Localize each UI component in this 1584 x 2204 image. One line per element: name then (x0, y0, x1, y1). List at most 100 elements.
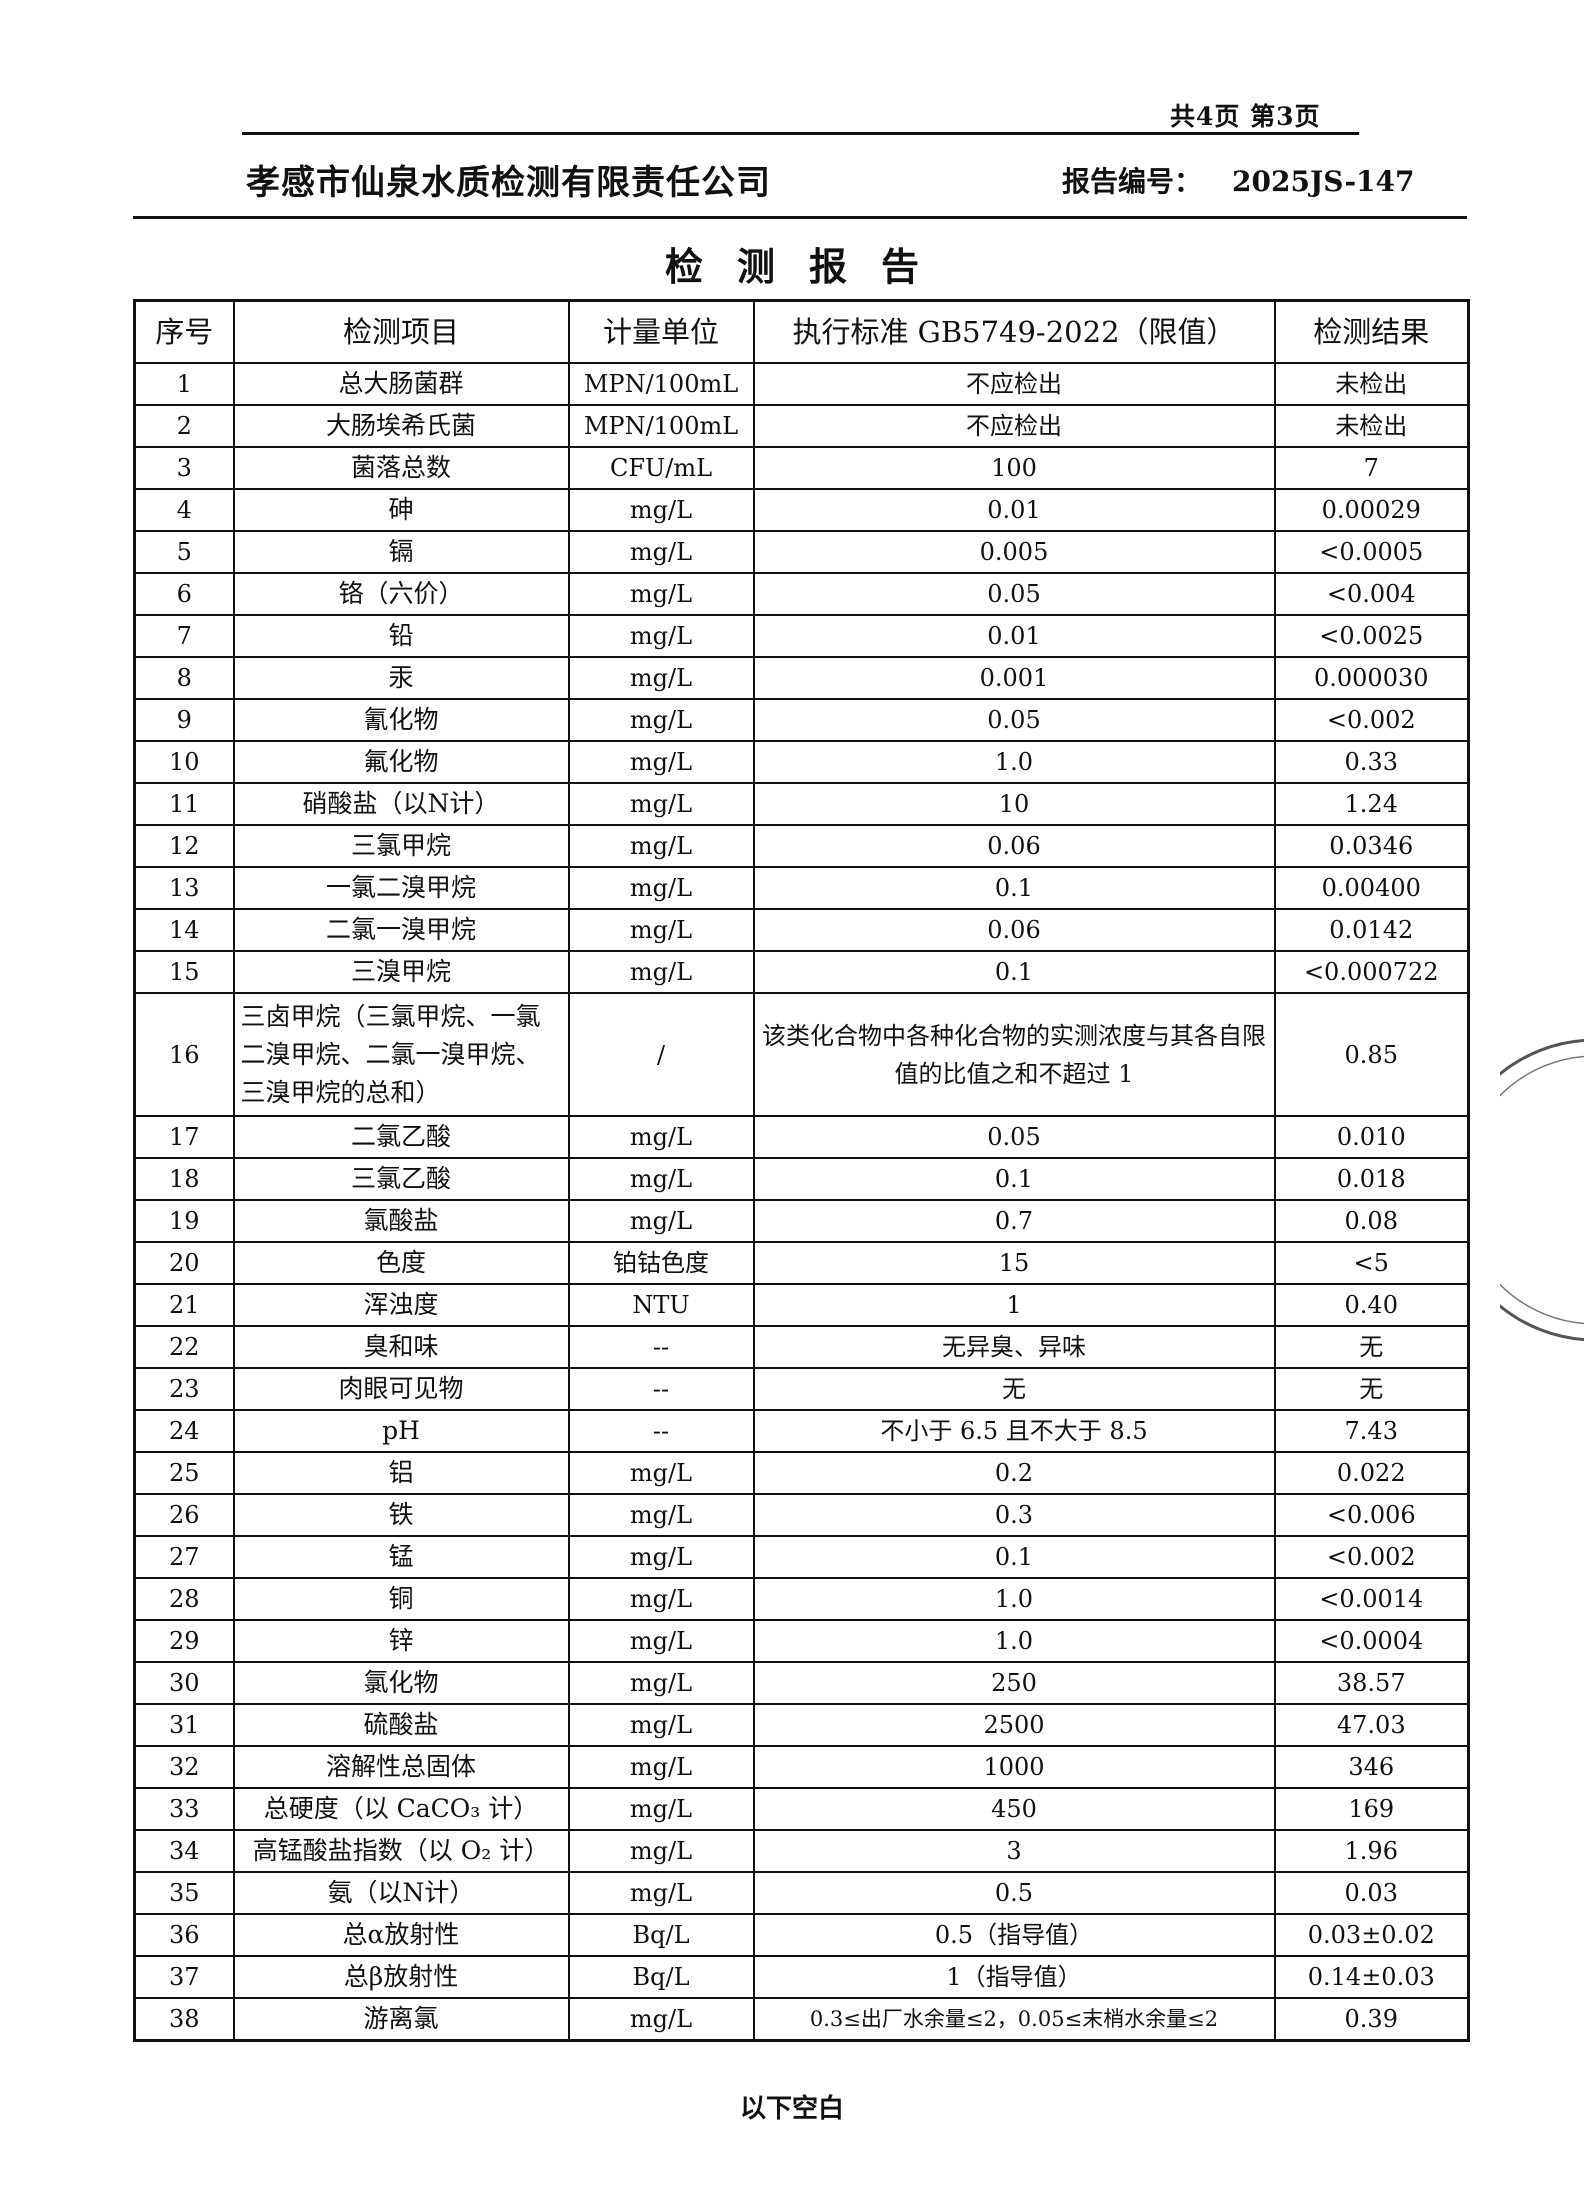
row-item: 浑浊度 (232, 1283, 570, 1327)
row-unit: mg/L (567, 698, 755, 742)
row-result: 1.24 (1273, 782, 1470, 826)
row-result: <0.0025 (1273, 614, 1470, 658)
row-item: 硝酸盐（以N计） (232, 782, 570, 826)
row-standard: 不应检出 (752, 404, 1276, 448)
row-result: 0.00400 (1273, 866, 1470, 910)
row-item: 总大肠菌群 (232, 362, 570, 406)
table-row: 5 镉 mg/L 0.005 <0.0005 (133, 530, 1470, 574)
company-seal (1500, 1038, 1584, 1342)
row-item: 三卤甲烷（三氯甲烷、一氯二溴甲烷、二氯一溴甲烷、三溴甲烷的总和） (232, 992, 570, 1117)
row-item: 铅 (232, 614, 570, 658)
row-index: 10 (133, 740, 235, 784)
row-unit: -- (567, 1367, 755, 1411)
header-rule-bottom (133, 216, 1467, 219)
row-index: 5 (133, 530, 235, 574)
row-standard: 0.06 (752, 824, 1276, 868)
table-row: 26 铁 mg/L 0.3 <0.006 (133, 1493, 1470, 1537)
row-result: 169 (1273, 1787, 1470, 1831)
row-unit: mg/L (567, 782, 755, 826)
row-index: 27 (133, 1535, 235, 1579)
header-rule-top (242, 132, 1359, 135)
row-unit: 铂钴色度 (567, 1241, 755, 1285)
row-result: 7 (1273, 446, 1470, 490)
row-result: 0.33 (1273, 740, 1470, 784)
row-item: 铬（六价） (232, 572, 570, 616)
table-row: 34 高锰酸盐指数（以 O₂ 计） mg/L 3 1.96 (133, 1829, 1470, 1873)
row-result: 0.00029 (1273, 488, 1470, 532)
table-row: 1 总大肠菌群 MPN/100mL 不应检出 未检出 (133, 362, 1470, 406)
row-item: 铝 (232, 1451, 570, 1495)
row-standard: 0.06 (752, 908, 1276, 952)
row-item: 氟化物 (232, 740, 570, 784)
row-unit: mg/L (567, 1661, 755, 1705)
table-row: 13 一氯二溴甲烷 mg/L 0.1 0.00400 (133, 866, 1470, 910)
row-item: 汞 (232, 656, 570, 700)
row-unit: mg/L (567, 530, 755, 574)
row-result: <0.0005 (1273, 530, 1470, 574)
row-unit: mg/L (567, 1829, 755, 1873)
row-standard: 1000 (752, 1745, 1276, 1789)
table-row: 38 游离氯 mg/L 0.3≤出厂水余量≤2，0.05≤末梢水余量≤2 0.39 (133, 1997, 1470, 2042)
row-result: 0.000030 (1273, 656, 1470, 700)
row-unit: Bq/L (567, 1913, 755, 1957)
table-row: 18 三氯乙酸 mg/L 0.1 0.018 (133, 1157, 1470, 1201)
row-standard: 0.5 (752, 1871, 1276, 1915)
row-index: 12 (133, 824, 235, 868)
table-row: 29 锌 mg/L 1.0 <0.0004 (133, 1619, 1470, 1663)
row-unit: NTU (567, 1283, 755, 1327)
row-index: 17 (133, 1115, 235, 1159)
row-standard: 0.2 (752, 1451, 1276, 1495)
row-standard: 无异臭、异味 (752, 1325, 1276, 1369)
row-result: 未检出 (1273, 362, 1470, 406)
table-row: 16 三卤甲烷（三氯甲烷、一氯二溴甲烷、二氯一溴甲烷、三溴甲烷的总和） / 该类化合物… (133, 992, 1470, 1117)
table-header: 序号 检测项目 计量单位 执行标准 GB5749-2022（限值） 检测结果 (133, 299, 1470, 364)
header-result: 检测结果 (1273, 299, 1470, 364)
header-unit: 计量单位 (567, 299, 755, 364)
table-row: 6 铬（六价） mg/L 0.05 <0.004 (133, 572, 1470, 616)
row-standard: 250 (752, 1661, 1276, 1705)
row-result: 0.010 (1273, 1115, 1470, 1159)
table-row: 37 总β放射性 Bq/L 1（指导值） 0.14±0.03 (133, 1955, 1470, 1999)
row-index: 30 (133, 1661, 235, 1705)
row-result: <5 (1273, 1241, 1470, 1285)
row-standard: 2500 (752, 1703, 1276, 1747)
row-index: 7 (133, 614, 235, 658)
table-row: 22 臭和味 -- 无异臭、异味无 (133, 1325, 1470, 1369)
row-standard: 0.5（指导值） (752, 1913, 1276, 1957)
page-number: 共4页 第3页 (1170, 102, 1321, 131)
row-standard: 0.05 (752, 1115, 1276, 1159)
row-index: 20 (133, 1241, 235, 1285)
row-unit: mg/L (567, 1199, 755, 1243)
row-index: 21 (133, 1283, 235, 1327)
row-standard: 1 (752, 1283, 1276, 1327)
row-unit: mg/L (567, 1703, 755, 1747)
row-standard: 0.3≤出厂水余量≤2，0.05≤末梢水余量≤2 (752, 1997, 1276, 2042)
row-result: <0.000722 (1273, 950, 1470, 994)
row-standard: 100 (752, 446, 1276, 490)
row-item: 硫酸盐 (232, 1703, 570, 1747)
table-row: 3 菌落总数 CFU/mL 100 7 (133, 446, 1470, 490)
row-unit: mg/L (567, 1451, 755, 1495)
row-item: 锰 (232, 1535, 570, 1579)
row-unit: mg/L (567, 1157, 755, 1201)
table-row: 33 总硬度（以 CaCO₃ 计） mg/L 450 169 (133, 1787, 1470, 1831)
row-unit: mg/L (567, 1787, 755, 1831)
table-row: 10 氟化物 mg/L 1.0 0.33 (133, 740, 1470, 784)
row-standard: 无 (752, 1367, 1276, 1411)
table-row: 7 铅 mg/L 0.01 <0.0025 (133, 614, 1470, 658)
row-unit: mg/L (567, 572, 755, 616)
row-standard: 0.1 (752, 950, 1276, 994)
row-standard: 0.01 (752, 614, 1276, 658)
row-unit: mg/L (567, 740, 755, 784)
row-item: 铁 (232, 1493, 570, 1537)
row-index: 19 (133, 1199, 235, 1243)
row-standard: 450 (752, 1787, 1276, 1831)
row-result: 47.03 (1273, 1703, 1470, 1747)
table-row: 2 大肠埃希氏菌 MPN/100mL 不应检出 未检出 (133, 404, 1470, 448)
row-item: 砷 (232, 488, 570, 532)
table-row: 25 铝 mg/L 0.2 0.022 (133, 1451, 1470, 1495)
table-row: 30 氯化物 mg/L 250 38.57 (133, 1661, 1470, 1705)
row-result: 0.03±0.02 (1273, 1913, 1470, 1957)
row-item: 三氯乙酸 (232, 1157, 570, 1201)
blank-below-note: 以下空白 (739, 2094, 844, 2124)
